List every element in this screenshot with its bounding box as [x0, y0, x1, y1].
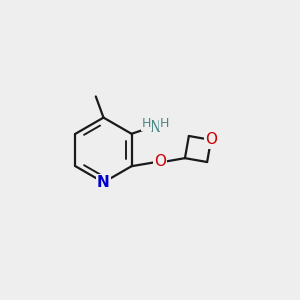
Text: N: N [97, 175, 110, 190]
Text: H: H [142, 117, 151, 130]
Text: N: N [150, 120, 161, 135]
Text: O: O [205, 132, 217, 147]
Text: O: O [154, 154, 166, 169]
Text: H: H [160, 117, 169, 130]
